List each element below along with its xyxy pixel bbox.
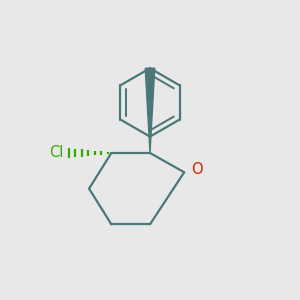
Text: Cl: Cl <box>50 146 64 160</box>
Text: O: O <box>191 162 202 177</box>
Polygon shape <box>145 68 155 153</box>
